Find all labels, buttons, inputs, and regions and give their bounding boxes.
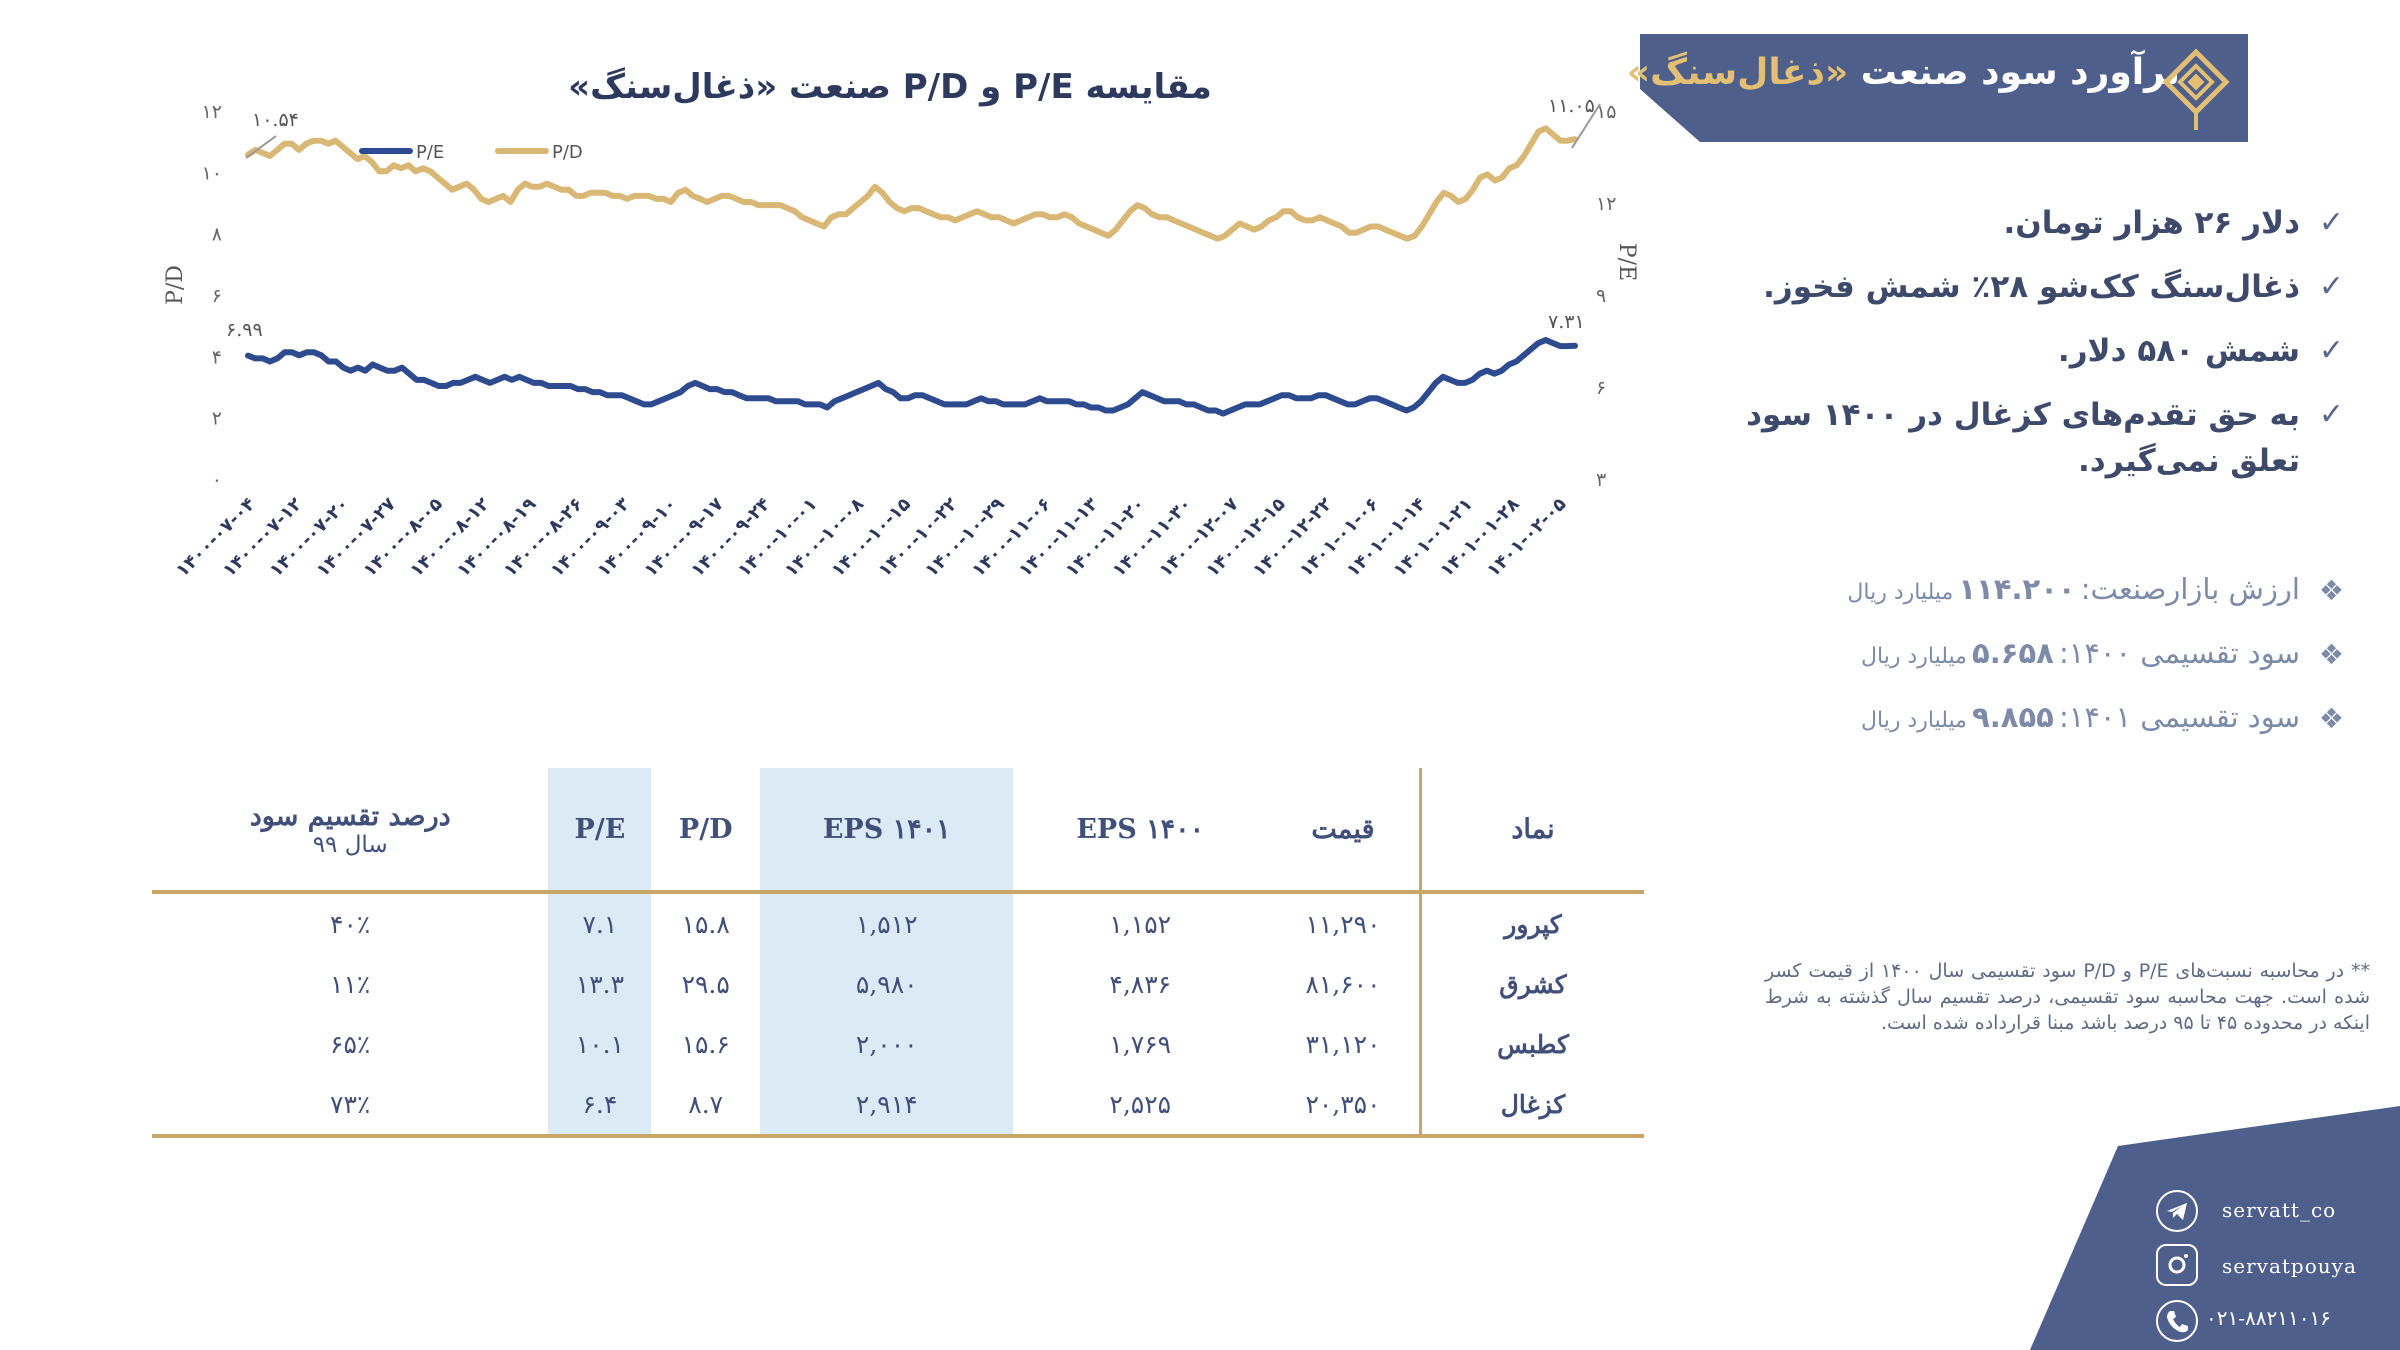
assumption-item: ✓ دلار ۲۶ هزار تومان. — [1680, 200, 2344, 246]
legend-pe-label: P/E — [416, 142, 444, 163]
cell-pd: ۱۵.۶ — [681, 1029, 730, 1059]
check-icon: ✓ — [2318, 397, 2344, 432]
right-tick-label: ۶ — [1596, 377, 1606, 399]
pe-end-label: ۷.۳۱ — [1548, 311, 1585, 333]
cell-eps1401: ۵,۹۸۰ — [759, 954, 1014, 1014]
cell-pe: ۷.۱ — [548, 892, 652, 954]
diamond-bullet-icon: ❖ — [2318, 702, 2344, 735]
series-line-pe — [245, 337, 1578, 417]
instagram-handle[interactable]: servatpouya — [2222, 1254, 2357, 1278]
cell-eps1400: ۲,۵۲۵ — [1013, 1074, 1267, 1138]
cell-symbol: کپرور — [1419, 892, 1644, 954]
cell-eps1400: ۴,۸۳۶ — [1109, 969, 1172, 999]
brand-logo-icon — [2156, 38, 2236, 138]
x-axis-ticks: ۱۴۰۰-۰۷-۰۴۱۴۰۰-۰۷-۱۲۱۴۰۰-۰۷-۲۰۱۴۰۰-۰۷-۲۷… — [172, 494, 1571, 582]
cell-symbol: کزغال — [1419, 1074, 1644, 1138]
cell-pe: ۱۳.۳ — [548, 954, 652, 1014]
diamond-bullet-icon: ❖ — [2318, 574, 2344, 607]
right-tick-label: ۱۵ — [1596, 101, 1616, 123]
header-symbol: نماد — [1419, 768, 1644, 894]
cell-pe: ۱۰.۱ — [548, 1014, 652, 1074]
cell-symbol: کطبس — [1419, 1014, 1644, 1074]
stat-dividend-1401: ❖ سود تقسیمی ۱۴۰۱: ۹.۸۵۵ میلیارد ریال — [1861, 700, 2344, 735]
telegram-handle[interactable]: servatt_co — [2222, 1198, 2337, 1222]
table-row: کشرق ۸۱,۶۰۰ ۴,۸۳۶ ۵,۹۸۰ ۲۹.۵ ۱۳.۳ ۱۱٪ — [152, 954, 1644, 1014]
social-footer: servatt_co servatpouya ۰۲۱-۸۸۲۱۱۰۱۶ — [2030, 1106, 2400, 1350]
cell-price: ۳۱,۱۲۰ — [1305, 1029, 1381, 1059]
valuation-table: نماد قیمت EPS ۱۴۰۰ EPS ۱۴۰۱ P/D P/E درصد… — [152, 768, 1644, 1138]
cell-price: ۸۱,۶۰۰ — [1305, 969, 1381, 999]
cell-price: ۱۱,۲۹۰ — [1305, 909, 1381, 939]
left-tick-label: ۸ — [212, 224, 222, 246]
header-banner — [1640, 34, 2248, 142]
cell-eps1401: ۱,۵۱۲ — [759, 892, 1014, 954]
pe-pd-chart: مقایسه P/E و P/D صنعت «ذغال‌سنگ» P/D P/E… — [163, 67, 1639, 582]
methodology-footnote: ** در محاسبه نسبت‌های P/E و P/D سود تقسی… — [1765, 960, 2370, 1034]
series-lines — [245, 125, 1578, 417]
cell-pe: ۶.۴ — [548, 1074, 652, 1138]
header-eps1400: EPS ۱۴۰۰ — [1013, 768, 1267, 894]
header-price: قیمت — [1267, 768, 1421, 894]
table-header-row: نماد قیمت EPS ۱۴۰۰ EPS ۱۴۰۱ P/D P/E درصد… — [152, 768, 1644, 894]
diamond-bullet-icon: ❖ — [2318, 638, 2344, 671]
chart-legend: P/E P/D — [359, 142, 583, 163]
cell-eps1401: ۲,۰۰۰ — [759, 1014, 1014, 1074]
cell-eps1400: ۱,۷۶۹ — [1109, 1029, 1172, 1059]
phone-number[interactable]: ۰۲۱-۸۸۲۱۱۰۱۶ — [2206, 1306, 2331, 1330]
left-tick-label: ۶ — [212, 285, 222, 307]
header-title-highlight: «ذغال‌سنگ» — [1626, 52, 1849, 93]
cell-pd: ۲۹.۵ — [681, 969, 730, 999]
check-icon: ✓ — [2318, 333, 2344, 368]
right-tick-label: ۹ — [1596, 285, 1606, 307]
assumption-item: ✓ ذغال‌سنگ کک‌شو ۲۸٪ شمش فخوز. — [1680, 264, 2344, 310]
chart-title: مقایسه P/E و P/D صنعت «ذغال‌سنگ» — [568, 67, 1212, 107]
header-payout-sub: سال ۹۹ — [312, 831, 388, 858]
pd-start-leader — [245, 135, 277, 159]
cell-symbol: کشرق — [1419, 954, 1644, 1014]
assumption-item: ✓ شمش ۵۸۰ دلار. — [1680, 328, 2344, 374]
cell-price: ۲۰,۳۵۰ — [1267, 1074, 1421, 1138]
cell-eps1401: ۲,۹۱۴ — [759, 1074, 1014, 1138]
left-tick-label: ۲ — [212, 408, 222, 430]
check-icon: ✓ — [2318, 205, 2344, 240]
left-tick-label: ۱۰ — [202, 162, 222, 184]
cell-eps1400: ۱,۱۵۲ — [1109, 909, 1172, 939]
telegram-icon[interactable] — [2156, 1190, 2198, 1232]
pd-end-label: ۱۱.۰۵ — [1548, 95, 1595, 117]
left-tick-label: ۰ — [212, 469, 222, 491]
check-icon: ✓ — [2318, 269, 2344, 304]
stat-market-value: ❖ ارزش بازارصنعت: ۱۱۴.۲۰۰ میلیارد ریال — [1847, 572, 2344, 607]
left-axis-ticks: ۰ ۲ ۴ ۶ ۸ ۱۰ ۱۲ — [202, 101, 222, 491]
right-tick-label: ۱۲ — [1596, 193, 1616, 215]
pd-end-leader — [1571, 103, 1601, 149]
header-pd: P/D — [651, 768, 760, 894]
instagram-icon[interactable] — [2156, 1244, 2198, 1286]
header-eps1401: EPS ۱۴۰۱ — [759, 768, 1014, 894]
left-tick-label: ۴ — [212, 346, 222, 368]
pe-start-label: ۶.۹۹ — [226, 319, 263, 341]
assumption-item: ✓ به حق تقدم‌های کزغال در ۱۴۰۰ سود تعلق ن… — [1680, 392, 2344, 484]
cell-pd: ۸.۷ — [651, 1074, 760, 1138]
legend-pd-label: P/D — [552, 142, 583, 163]
stat-dividend-1400: ❖ سود تقسیمی ۱۴۰۰: ۵.۶۵۸ میلیارد ریال — [1861, 636, 2344, 671]
table-row: کزغال ۲۰,۳۵۰ ۲,۵۲۵ ۲,۹۱۴ ۸.۷ ۶.۴ ۷۳٪ — [152, 1074, 1644, 1138]
y-axis-right-label: P/E — [1614, 243, 1639, 281]
right-tick-label: ۳ — [1596, 469, 1606, 491]
cell-payout: ۶۵٪ — [330, 1029, 371, 1059]
header-pe: P/E — [548, 768, 652, 894]
series-line-pd — [245, 125, 1578, 242]
y-axis-left-label: P/D — [163, 265, 188, 305]
pd-start-label: ۱۰.۵۴ — [252, 109, 299, 131]
header-payout: درصد تقسیم سود سال ۹۹ — [152, 768, 549, 894]
cell-payout: ۴۰٪ — [330, 909, 371, 939]
phone-icon[interactable] — [2156, 1300, 2198, 1342]
cell-payout: ۱۱٪ — [330, 969, 371, 999]
table-row: کپرور ۱۱,۲۹۰ ۱,۱۵۲ ۱,۵۱۲ ۱۵.۸ ۷.۱ ۴۰٪ — [152, 892, 1644, 954]
cell-payout: ۷۳٪ — [152, 1074, 549, 1138]
header-title: برآورد سود صنعت «ذغال‌سنگ» — [1626, 52, 2180, 93]
cell-pd: ۱۵.۸ — [681, 909, 730, 939]
left-tick-label: ۱۲ — [202, 101, 222, 123]
table-row: کطبس ۳۱,۱۲۰ ۱,۷۶۹ ۲,۰۰۰ ۱۵.۶ ۱۰.۱ ۶۵٪ — [152, 1014, 1644, 1074]
right-axis-ticks: ۳ ۶ ۹ ۱۲ ۱۵ — [1596, 101, 1616, 491]
